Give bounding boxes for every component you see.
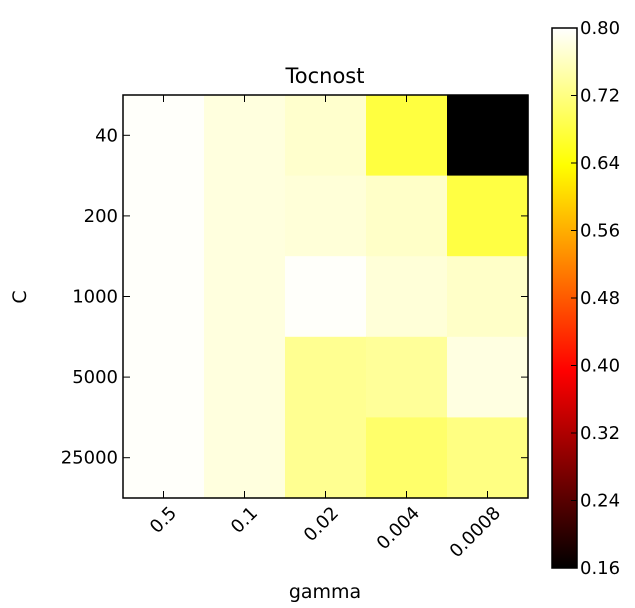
heatmap-cell: [447, 95, 529, 177]
heatmap-cell: [366, 336, 448, 418]
x-axis-label: gamma: [289, 581, 361, 603]
heatmap-cell: [285, 417, 367, 499]
x-tick-label: 0.02: [300, 503, 343, 546]
heatmap-cell: [204, 417, 286, 499]
colorbar-tick-label: 0.72: [580, 86, 620, 107]
y-tick-labels: 40 200 1000 5000 25000: [61, 125, 528, 469]
y-tick-label: 40: [95, 125, 118, 146]
x-tick-label: 0.5: [146, 503, 181, 538]
x-tick-label: 0.004: [373, 503, 424, 554]
heatmap-cell: [285, 95, 367, 177]
heatmap-cell: [123, 336, 205, 418]
heatmap-cell: [285, 336, 367, 418]
colorbar-tick-label: 0.16: [580, 558, 620, 579]
heatmap-cell: [366, 256, 448, 338]
heatmap-cell: [447, 336, 529, 418]
y-axis-label: C: [9, 290, 31, 303]
y-tick-label: 5000: [72, 367, 118, 388]
heatmap-cell: [366, 175, 448, 257]
colorbar-tick-label: 0.48: [580, 288, 620, 309]
heatmap-cell: [204, 336, 286, 418]
colorbar-tick-label: 0.64: [580, 153, 620, 174]
heatmap-cell: [447, 256, 529, 338]
colorbar-tick-label: 0.56: [580, 221, 620, 242]
chart-title: Tocnost: [285, 64, 365, 88]
colorbar-tick-label: 0.32: [580, 423, 620, 444]
colorbar-tick-label: 0.40: [580, 356, 620, 377]
heatmap-cell: [285, 256, 367, 338]
heatmap-cell: [123, 256, 205, 338]
x-tick-label: 0.0008: [446, 503, 505, 562]
heatmap-cell: [366, 417, 448, 499]
heatmap-cell: [447, 417, 529, 499]
heatmap-cell: [123, 95, 205, 177]
y-tick-label: 1000: [72, 287, 118, 308]
heatmap-cell: [285, 175, 367, 257]
heatmap-cell: [204, 95, 286, 177]
y-tick-label: 25000: [61, 448, 118, 469]
colorbar-tick-label: 0.24: [580, 491, 620, 512]
heatmap-cells: [123, 95, 529, 499]
heatmap-cell: [123, 417, 205, 499]
heatmap-cell: [204, 256, 286, 338]
heatmap-cell: [123, 175, 205, 257]
heatmap-cell: [204, 175, 286, 257]
y-tick-label: 200: [84, 206, 118, 227]
heatmap-cell: [366, 95, 448, 177]
colorbar-ticks: 0.16 0.24 0.32 0.40 0.48 0.56 0.64 0.72 0.80: [571, 18, 620, 579]
heatmap-cell: [447, 175, 529, 257]
x-tick-label: 0.1: [227, 503, 262, 538]
colorbar-tick-label: 0.80: [580, 18, 620, 39]
